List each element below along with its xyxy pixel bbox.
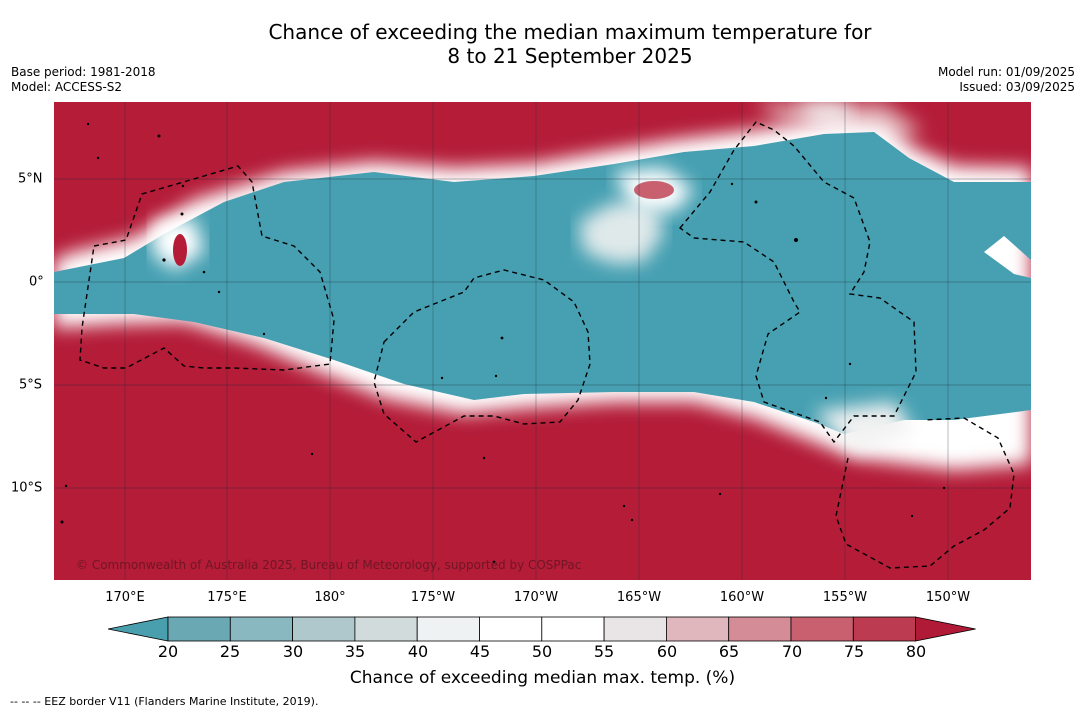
- lon-label: 175°E: [207, 590, 247, 605]
- colorbar-tick: 40: [407, 642, 429, 661]
- title-line-2: 8 to 21 September 2025: [447, 44, 693, 68]
- eez-borders: [79, 121, 1015, 569]
- lon-label: 175°W: [410, 590, 456, 605]
- warm-spot-165w: [634, 181, 674, 199]
- meta-right: Model run: 01/09/2025 Issued: 03/09/2025: [938, 65, 1075, 95]
- eez-border-tuvalu: [79, 165, 335, 371]
- islands: [60, 122, 946, 564]
- temperature-map: [54, 102, 1031, 580]
- colorbar: [107, 616, 976, 642]
- colorbar-segment: [790, 616, 854, 642]
- neutral-patch-north: [794, 102, 854, 122]
- lon-label: 150°W: [925, 590, 971, 605]
- colorbar-segment: [292, 616, 356, 642]
- colorbar-label: Chance of exceeding median max. temp. (%…: [349, 668, 736, 688]
- colorbar-tick: 50: [531, 642, 553, 661]
- colorbar-tick: 55: [593, 642, 615, 661]
- eez-border-line-islands: [678, 121, 917, 444]
- model-run: Model run: 01/09/2025: [937, 65, 1075, 79]
- meta-left: Base period: 1981-2018 Model: ACCESS-S2: [11, 65, 156, 95]
- eez-legend: -- -- -- EEZ border V11 (Flanders Marine…: [10, 695, 319, 708]
- copyright-text: © Commonwealth of Australia 2025, Bureau…: [76, 558, 582, 572]
- lat-label: 5°S: [19, 377, 43, 393]
- neutral-patch-south: [814, 402, 914, 452]
- lon-label: 170°E: [105, 590, 145, 605]
- colorbar-segment: [167, 616, 231, 642]
- colorbar-tick: 60: [656, 642, 678, 661]
- lat-label: 5°N: [18, 171, 43, 187]
- cool-band: [54, 132, 1031, 434]
- colorbar-segment: [354, 616, 418, 642]
- map-title: Chance of exceeding the median maximum t…: [0, 20, 1085, 68]
- colorbar-segment: [728, 616, 792, 642]
- colorbar-tick: 30: [282, 642, 304, 661]
- colorbar-tick: 75: [843, 642, 865, 661]
- title-line-1: Chance of exceeding the median maximum t…: [268, 20, 872, 44]
- colorbar-segment: [416, 616, 480, 642]
- colorbar-tick: 80: [905, 642, 927, 661]
- colorbar-arrow-low: [107, 616, 169, 642]
- neutral-patch-central: [579, 202, 664, 264]
- colorbar-segments: [107, 616, 976, 642]
- colorbar-tick: 45: [469, 642, 491, 661]
- lon-label: 155°W: [822, 590, 868, 605]
- colorbar-segment: [666, 616, 730, 642]
- issued-date: Issued: 03/09/2025: [959, 80, 1075, 94]
- lon-label: 165°W: [616, 590, 662, 605]
- colorbar-tick: 35: [344, 642, 366, 661]
- colorbar-tick: 70: [781, 642, 803, 661]
- lon-label: 180°: [314, 590, 346, 605]
- colorbar-segment: [852, 616, 916, 642]
- colorbar-tick: 20: [157, 642, 179, 661]
- base-period: Base period: 1981-2018: [11, 65, 156, 79]
- colorbar-tick: 25: [219, 642, 241, 661]
- lon-label: 160°W: [719, 590, 765, 605]
- model-name: Model: ACCESS-S2: [11, 80, 123, 94]
- colorbar-arrow-high: [915, 616, 976, 642]
- lat-label: 0°: [29, 274, 44, 290]
- graticule: [54, 102, 1031, 580]
- colorbar-tick: 65: [718, 642, 740, 661]
- colorbar-segment: [229, 616, 294, 642]
- eez-border-cook: [835, 417, 1015, 569]
- lon-label: 170°W: [513, 590, 559, 605]
- lat-label: 10°S: [11, 480, 43, 496]
- colorbar-segment: [603, 616, 667, 642]
- eez-border-phoenix: [373, 269, 591, 443]
- colorbar-segment: [479, 616, 543, 642]
- colorbar-segment: [541, 616, 605, 642]
- warm-spot-175e: [173, 234, 187, 266]
